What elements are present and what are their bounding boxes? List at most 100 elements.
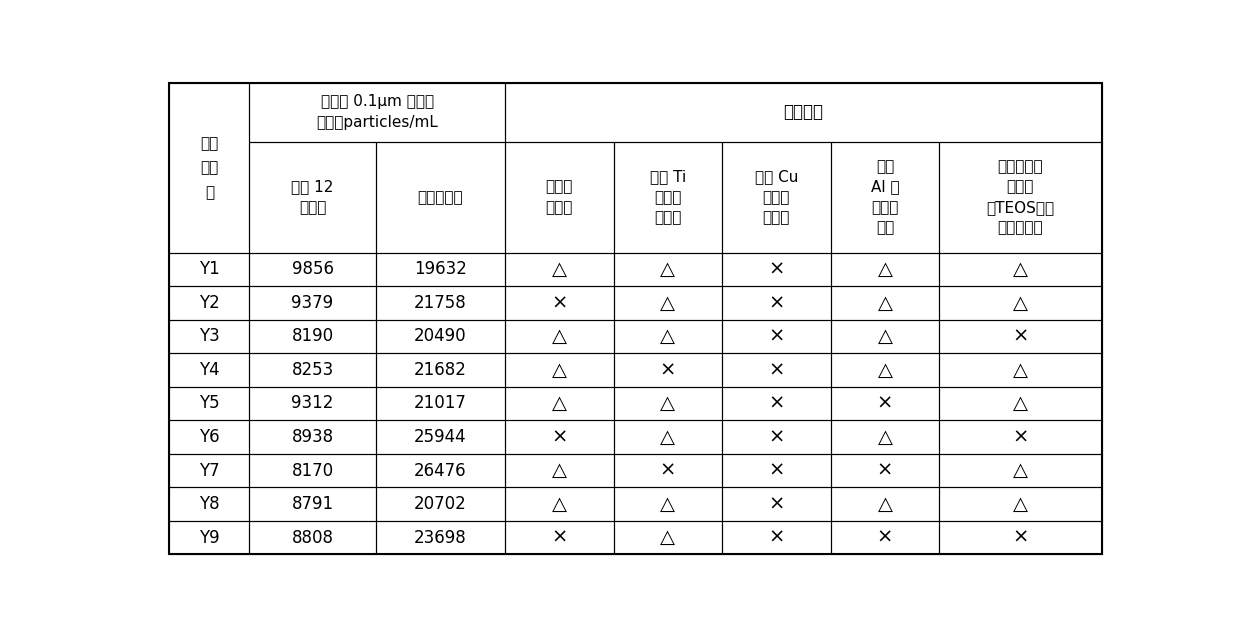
Text: 空白 Cu
晶片腐
蚀情况: 空白 Cu 晶片腐 蚀情况 [755, 169, 799, 225]
Bar [170, 487, 249, 521]
Text: ×: × [1012, 327, 1029, 346]
Text: Y1: Y1 [200, 261, 219, 278]
Text: 25944: 25944 [414, 428, 466, 446]
Text: 23698: 23698 [414, 529, 466, 546]
Bar [376, 142, 505, 252]
Bar [249, 487, 376, 521]
Text: △: △ [1013, 360, 1028, 379]
Bar [505, 420, 614, 454]
Text: ×: × [769, 360, 785, 379]
Text: 21682: 21682 [414, 361, 466, 379]
Bar [249, 320, 376, 353]
Bar [505, 83, 1101, 142]
Bar [614, 387, 722, 420]
Text: △: △ [552, 394, 567, 413]
Bar [831, 252, 939, 286]
Text: 8253: 8253 [291, 361, 334, 379]
Bar [831, 454, 939, 487]
Text: △: △ [878, 360, 893, 379]
Bar [614, 487, 722, 521]
Bar [831, 521, 939, 554]
Bar [376, 420, 505, 454]
Bar [722, 521, 831, 554]
Bar [376, 252, 505, 286]
Text: △: △ [661, 528, 676, 547]
Text: △: △ [552, 360, 567, 379]
Bar [376, 454, 505, 487]
Text: 8938: 8938 [291, 428, 334, 446]
Bar [170, 320, 249, 353]
Bar [376, 286, 505, 320]
Bar [831, 353, 939, 387]
Bar [249, 387, 376, 420]
Bar [939, 454, 1101, 487]
Bar [170, 454, 249, 487]
Bar [249, 252, 376, 286]
Text: △: △ [1013, 461, 1028, 480]
Bar [170, 83, 249, 252]
Bar [505, 320, 614, 353]
Bar [505, 454, 614, 487]
Text: △: △ [661, 427, 676, 447]
Bar [939, 286, 1101, 320]
Text: Y4: Y4 [200, 361, 219, 379]
Bar [831, 387, 939, 420]
Bar [722, 454, 831, 487]
Text: 9856: 9856 [291, 261, 334, 278]
Text: 9379: 9379 [291, 294, 334, 312]
Bar [249, 353, 376, 387]
Text: △: △ [552, 327, 567, 346]
Bar [505, 142, 614, 252]
Bar [170, 387, 249, 420]
Bar [939, 487, 1101, 521]
Text: 21758: 21758 [414, 294, 466, 312]
Text: 19632: 19632 [414, 261, 466, 278]
Bar [170, 353, 249, 387]
Text: Y3: Y3 [200, 327, 219, 345]
Bar [170, 420, 249, 454]
Text: 9312: 9312 [291, 394, 334, 413]
Bar [939, 353, 1101, 387]
Bar [831, 420, 939, 454]
Bar [614, 454, 722, 487]
Text: ×: × [769, 528, 785, 547]
Text: 8170: 8170 [291, 461, 334, 480]
Text: △: △ [661, 293, 676, 312]
Bar [505, 286, 614, 320]
Bar [249, 83, 505, 142]
Text: △: △ [878, 327, 893, 346]
Text: ×: × [769, 327, 785, 346]
Text: ×: × [877, 394, 893, 413]
Text: △: △ [878, 260, 893, 279]
Bar [939, 320, 1101, 353]
Text: △: △ [878, 427, 893, 447]
Bar [939, 521, 1101, 554]
Bar [505, 353, 614, 387]
Bar [614, 286, 722, 320]
Bar [249, 454, 376, 487]
Text: ×: × [551, 528, 568, 547]
Bar [249, 420, 376, 454]
Text: △: △ [878, 293, 893, 312]
Text: 空白
Al 晶
片腐蚀
情况: 空白 Al 晶 片腐蚀 情况 [870, 159, 899, 235]
Bar [831, 487, 939, 521]
Text: 21017: 21017 [414, 394, 466, 413]
Bar [505, 521, 614, 554]
Bar [170, 286, 249, 320]
Text: 清洗液 0.1μm 颗粒增
加数，particles/mL: 清洗液 0.1μm 颗粒增 加数，particles/mL [316, 95, 438, 131]
Bar [376, 387, 505, 420]
Text: 清洗芯片后: 清洗芯片后 [418, 190, 463, 205]
Text: △: △ [661, 495, 676, 514]
Text: ×: × [1012, 528, 1029, 547]
Text: ×: × [769, 394, 785, 413]
Text: 8808: 8808 [291, 529, 334, 546]
Text: △: △ [552, 260, 567, 279]
Text: Y8: Y8 [200, 495, 219, 513]
Bar [614, 420, 722, 454]
Text: △: △ [661, 394, 676, 413]
Text: Y7: Y7 [200, 461, 219, 480]
Bar [722, 420, 831, 454]
Text: ×: × [551, 427, 568, 447]
Text: 静置 12
个月后: 静置 12 个月后 [291, 180, 334, 215]
Text: △: △ [1013, 394, 1028, 413]
